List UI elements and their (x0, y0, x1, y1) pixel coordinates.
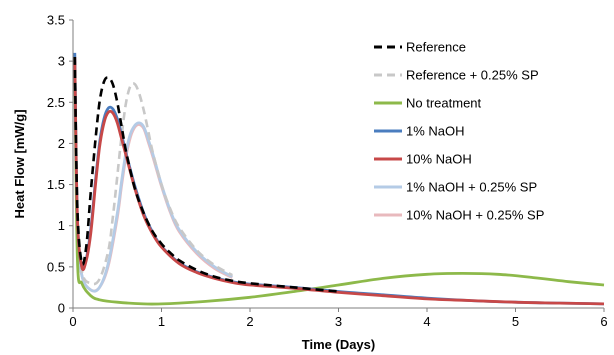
series-line-reference-0-25-sp (73, 56, 233, 286)
y-tick-label: 1.5 (47, 177, 65, 192)
x-tick-label: 3 (335, 314, 342, 329)
x-axis-title: Time (Days) (302, 337, 375, 352)
legend: Reference Reference + 0.25% SP No treatmen… (374, 40, 544, 223)
x-tick-label: 2 (246, 314, 253, 329)
legend-label-10-naoh-0-25-sp: 10% NaOH + 0.25% SP (406, 208, 544, 223)
series-line-1-naoh-0-25-sp (73, 61, 233, 293)
y-tick-label: 3.5 (47, 13, 65, 28)
y-axis-title: Heat Flow [mW/g] (12, 109, 27, 218)
legend-label-no-treatment: No treatment (406, 96, 482, 111)
y-tick-label: 0.5 (47, 259, 65, 274)
legend-label-reference: Reference (406, 40, 466, 55)
axes: 0 0.5 1 1.5 2 2.5 3 3.5 0 1 2 3 4 5 6 (47, 13, 608, 330)
x-tick-label: 6 (600, 314, 607, 329)
series-line-1-naoh (73, 52, 605, 306)
y-tick-label: 2 (58, 136, 65, 151)
x-tick-label: 5 (512, 314, 519, 329)
x-tick-label: 1 (158, 314, 165, 329)
legend-label-1-naoh-0-25-sp: 1% NaOH + 0.25% SP (406, 180, 537, 195)
y-tick-label: 0 (58, 301, 65, 316)
x-tick-label: 4 (423, 314, 430, 329)
series-line-no-treatment (73, 61, 605, 306)
legend-label-reference-0-25-sp: Reference + 0.25% SP (406, 68, 539, 83)
legend-label-10-naoh: 10% NaOH (406, 152, 472, 167)
y-tick-label: 1 (58, 218, 65, 233)
x-tick-label: 0 (69, 314, 76, 329)
plot-area (73, 52, 605, 306)
series-line-10-naoh-0-25-sp (73, 61, 233, 293)
y-tick-label: 3 (58, 54, 65, 69)
legend-label-1-naoh: 1% NaOH (406, 124, 465, 139)
series-line-reference (73, 56, 339, 293)
y-tick-label: 2.5 (47, 95, 65, 110)
